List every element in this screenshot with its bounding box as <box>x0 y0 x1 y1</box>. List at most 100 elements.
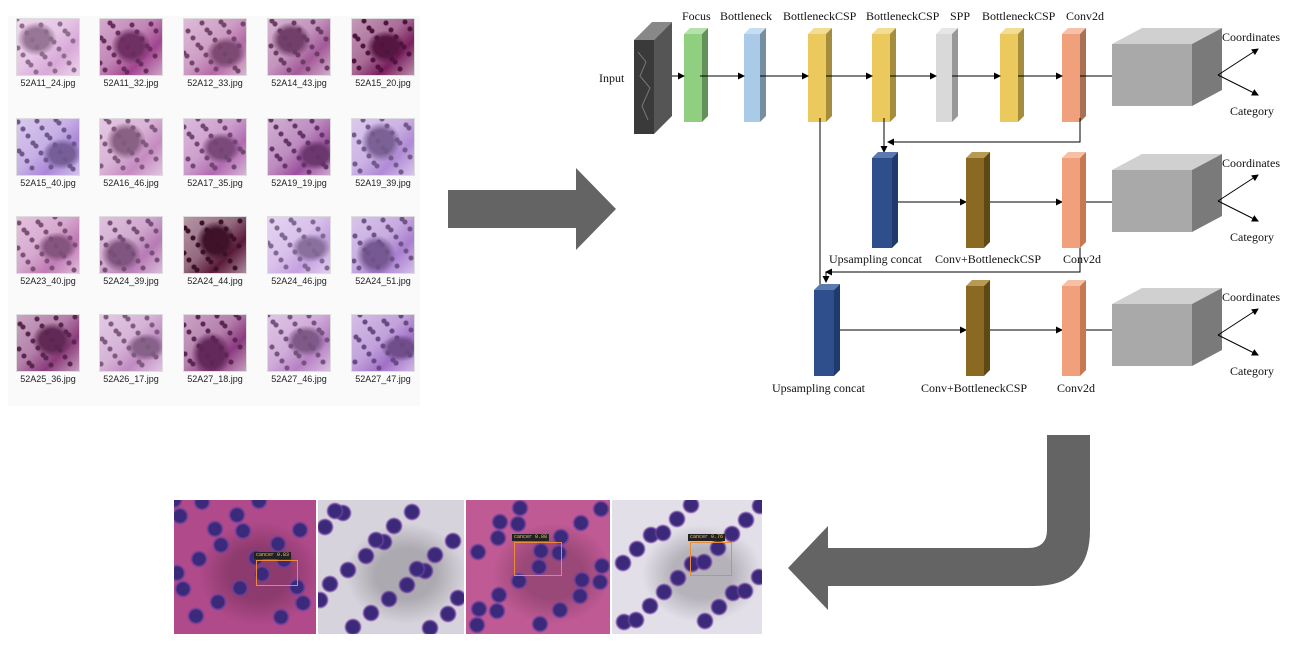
thumbnail-filename: 52A15_20.jpg <box>355 78 411 88</box>
thumbnail-filename: 52A25_36.jpg <box>20 374 76 384</box>
branch3-conv2d-label: Conv2d <box>1057 381 1095 395</box>
dataset-thumbnail[interactable]: 52A16_46.jpg <box>99 118 163 190</box>
thumbnail-image <box>99 216 163 274</box>
dataset-thumbnail[interactable]: 52A14_43.jpg <box>267 18 331 90</box>
backbone-layer-block <box>684 28 708 122</box>
dataset-thumbnail[interactable]: 52A27_47.jpg <box>351 314 415 386</box>
input-image-block <box>634 22 672 134</box>
branch3-conv2d-block <box>1062 280 1086 376</box>
dataset-thumbnail[interactable]: 52A27_18.jpg <box>183 314 247 386</box>
head-output-coordinates: Coordinates <box>1222 30 1280 44</box>
dataset-thumbnail[interactable]: 52A25_36.jpg <box>16 314 80 386</box>
dataset-thumbnail[interactable]: 52A24_44.jpg <box>183 216 247 288</box>
thumbnail-image <box>99 118 163 176</box>
backbone-layer-block <box>744 28 766 122</box>
dataset-thumbnail[interactable]: 52A27_46.jpg <box>267 314 331 386</box>
thumbnail-filename: 52A26_17.jpg <box>103 374 159 384</box>
head-output-coordinates: Coordinates <box>1222 156 1280 170</box>
detection-result-image <box>612 500 762 634</box>
thumbnail-filename: 52A27_47.jpg <box>355 374 411 384</box>
thumbnail-image <box>16 314 80 372</box>
branch2-conv-csp-block <box>966 152 990 248</box>
thumbnail-filename: 52A15_40.jpg <box>20 178 76 188</box>
thumbnail-image <box>99 18 163 76</box>
thumbnail-filename: 52A14_43.jpg <box>271 78 327 88</box>
detection-heads: Coordinates Category Coordinates Category Co… <box>1112 28 1280 378</box>
thumbnail-filename: 52A23_40.jpg <box>20 276 76 286</box>
head-output-category: Category <box>1230 230 1274 244</box>
branch3-conv-csp-block <box>966 280 990 376</box>
dataset-thumbnail[interactable]: 52A19_39.jpg <box>351 118 415 190</box>
thumbnail-filename: 52A16_46.jpg <box>103 178 159 188</box>
dataset-thumbnail[interactable]: 52A15_40.jpg <box>16 118 80 190</box>
detection-label: cancer 0.76 <box>688 534 726 541</box>
big-right-arrow <box>448 168 616 250</box>
detection-bounding-box <box>256 560 298 586</box>
dataset-thumbnail[interactable]: 52A11_32.jpg <box>99 18 163 90</box>
dataset-thumbnail[interactable]: 52A19_19.jpg <box>267 118 331 190</box>
input-label: Input <box>599 71 625 85</box>
thumbnail-filename: 52A12_33.jpg <box>187 78 243 88</box>
thumbnail-image <box>267 118 331 176</box>
head-output-category: Category <box>1230 104 1274 118</box>
dataset-thumbnail[interactable]: 52A12_33.jpg <box>183 18 247 90</box>
dataset-thumbnail[interactable]: 52A26_17.jpg <box>99 314 163 386</box>
detection-head-block <box>1112 154 1259 232</box>
thumbnail-image <box>267 18 331 76</box>
backbone-layer-block <box>1062 28 1086 122</box>
thumbnail-filename: 52A11_32.jpg <box>103 78 159 88</box>
backbone-layer-label: SPP <box>950 9 970 23</box>
backbone-layer-block <box>936 28 958 122</box>
backbone-layer-label: BottleneckCSP <box>783 9 857 23</box>
thumbnail-filename: 52A24_39.jpg <box>103 276 159 286</box>
thumbnail-image <box>183 118 247 176</box>
thumbnail-filename: 52A24_46.jpg <box>271 276 327 286</box>
detection-bounding-box <box>514 542 562 576</box>
branch2-conv2d-block <box>1062 152 1086 248</box>
dataset-thumbnail[interactable]: 52A24_39.jpg <box>99 216 163 288</box>
dataset-thumbnail[interactable]: 52A23_40.jpg <box>16 216 80 288</box>
thumbnail-image <box>267 216 331 274</box>
backbone-layer-label: Bottleneck <box>720 9 772 23</box>
backbone-layer-label: BottleneckCSP <box>866 9 940 23</box>
thumbnail-filename: 52A17_35.jpg <box>187 178 243 188</box>
detection-bounding-box <box>690 542 732 576</box>
thumbnail-image <box>351 18 415 76</box>
thumbnail-image <box>183 216 247 274</box>
dataset-thumbnail[interactable]: 52A17_35.jpg <box>183 118 247 190</box>
thumbnail-filename: 52A11_24.jpg <box>20 78 76 88</box>
thumbnail-image <box>351 314 415 372</box>
thumbnail-image <box>16 18 80 76</box>
thumbnail-filename: 52A24_44.jpg <box>187 276 243 286</box>
thumbnail-image <box>351 118 415 176</box>
thumbnail-filename: 52A19_19.jpg <box>271 178 327 188</box>
head-output-category: Category <box>1230 364 1274 378</box>
thumbnail-filename: 52A27_46.jpg <box>271 374 327 384</box>
backbone-layer-label: Conv2d <box>1066 9 1104 23</box>
thumbnail-image <box>99 314 163 372</box>
backbone-layers: Focus Bottleneck BottleneckCSP BottleneckCS… <box>682 9 1104 122</box>
backbone-connectors <box>672 72 1133 334</box>
thumbnail-filename: 52A24_51.jpg <box>355 276 411 286</box>
dataset-thumbnail[interactable]: 52A24_46.jpg <box>267 216 331 288</box>
branch3-upsample-block <box>814 284 840 376</box>
thumbnail-filename: 52A27_18.jpg <box>187 374 243 384</box>
thumbnail-image <box>183 314 247 372</box>
thumbnail-image <box>183 18 247 76</box>
thumbnail-image <box>267 314 331 372</box>
branch3-conv-csp-label: Conv+BottleneckCSP <box>921 381 1027 395</box>
thumbnail-image <box>16 118 80 176</box>
detection-result-image <box>174 500 316 634</box>
detection-head-block <box>1112 288 1259 366</box>
dataset-thumbnail[interactable]: 52A15_20.jpg <box>351 18 415 90</box>
dataset-thumbnail[interactable]: 52A24_51.jpg <box>351 216 415 288</box>
backbone-layer-label: BottleneckCSP <box>982 9 1056 23</box>
detection-result-image <box>466 500 610 634</box>
detection-label: cancer 0.88 <box>512 534 550 541</box>
dataset-thumbnail[interactable]: 52A11_24.jpg <box>16 18 80 90</box>
backbone-layer-block <box>808 28 832 122</box>
branch2-conv-csp-label: Conv+BottleneckCSP <box>935 252 1041 266</box>
detection-result-image <box>318 500 464 634</box>
